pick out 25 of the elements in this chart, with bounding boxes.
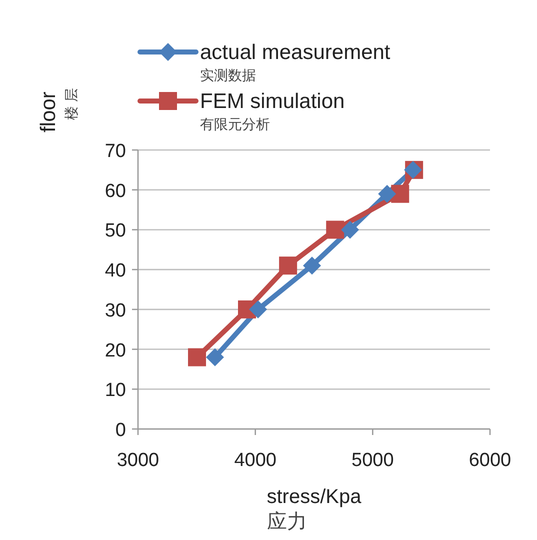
- point: [303, 256, 322, 275]
- point: [378, 184, 396, 203]
- point: [341, 220, 360, 239]
- point: [249, 300, 268, 318]
- y-tick-label: 60: [104, 180, 126, 202]
- y-tick-label: 20: [104, 340, 126, 362]
- x-tick-label: 3000: [116, 450, 160, 471]
- y-tick-label: 50: [104, 220, 126, 242]
- x-tick-label: 5000: [352, 450, 394, 471]
- y-tick-label: 70: [104, 141, 126, 162]
- point: [206, 348, 224, 366]
- y-tick-label: 30: [104, 300, 126, 322]
- legend-label: FEM simulation 有限元分析: [200, 90, 345, 132]
- point: [391, 184, 410, 203]
- point: [188, 348, 206, 366]
- legend-label: actual measurement 实测数据: [200, 41, 390, 83]
- x-tick-label: 4000: [234, 450, 276, 471]
- y-tick-label: 10: [104, 380, 126, 402]
- x-axis-title: stress/Kpa 应力: [266, 486, 362, 533]
- point: [279, 256, 298, 275]
- x-tick-label: 6000: [468, 450, 512, 471]
- y-tick-label: 40: [104, 260, 126, 282]
- y-axis-title: floor 楼 层: [37, 88, 79, 132]
- y-tick-label: 0: [115, 420, 126, 441]
- point: [326, 220, 344, 239]
